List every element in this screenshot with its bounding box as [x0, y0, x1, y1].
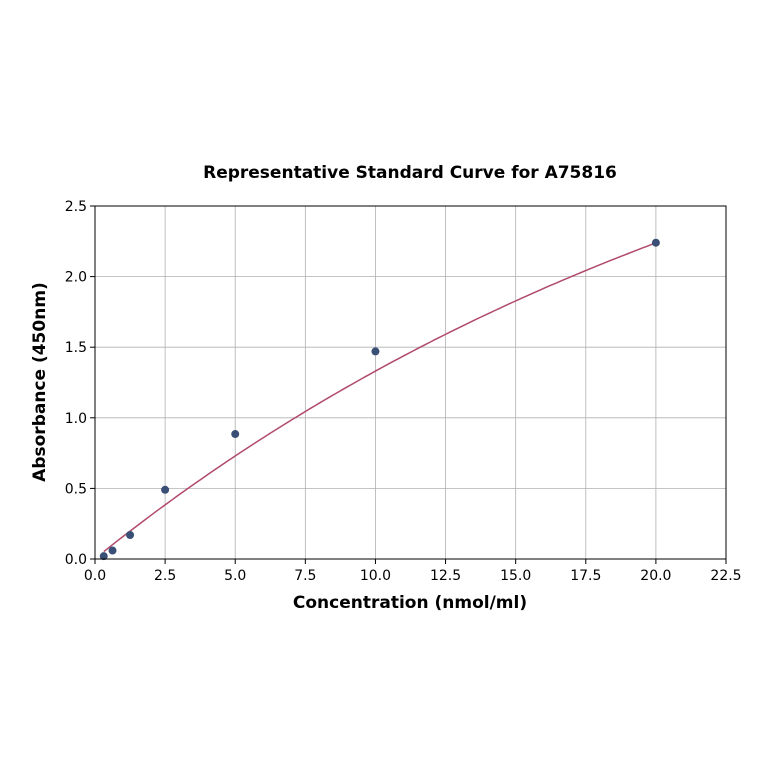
x-tick-label: 15.0 — [500, 568, 531, 584]
x-axis-ticks: 0.0 2.5 5.0 7.5 10.0 12.5 15.0 17.5 20.0 22.5 — [84, 559, 742, 584]
y-tick-label: 1.0 — [65, 411, 87, 427]
data-point — [108, 546, 117, 555]
x-tick-label: 22.5 — [710, 568, 741, 584]
x-tick-label: 12.5 — [430, 568, 461, 584]
fit-curve-line — [103, 242, 657, 553]
x-tick-label: 7.5 — [294, 568, 316, 584]
data-point — [651, 238, 660, 247]
fit-curve-layer — [103, 242, 657, 553]
chart-title: Representative Standard Curve for A75816 — [203, 163, 617, 183]
x-tick-label: 17.5 — [570, 568, 601, 584]
y-axis-label: Absorbance (450nm) — [30, 282, 50, 482]
plot-frame — [94, 205, 727, 560]
x-tick-label: 0.0 — [84, 568, 106, 584]
y-tick-label: 0.0 — [65, 552, 87, 568]
data-point — [231, 430, 240, 439]
data-point — [161, 485, 170, 494]
grid-lines — [94, 205, 727, 560]
x-tick-label: 5.0 — [224, 568, 246, 584]
data-point — [99, 552, 108, 561]
x-tick-label: 20.0 — [640, 568, 671, 584]
x-axis-label: Concentration (nmol/ml) — [293, 593, 527, 613]
y-axis-ticks: 0.0 0.5 1.0 1.5 2.0 2.5 — [65, 199, 95, 568]
data-point — [371, 347, 380, 356]
x-tick-label: 2.5 — [154, 568, 176, 584]
data-point — [126, 530, 135, 539]
y-tick-label: 2.0 — [65, 270, 87, 286]
x-tick-label: 10.0 — [360, 568, 391, 584]
y-tick-label: 1.5 — [65, 340, 87, 356]
y-tick-label: 2.5 — [65, 199, 87, 215]
y-tick-label: 0.5 — [65, 481, 87, 497]
data-points-layer — [99, 238, 660, 561]
